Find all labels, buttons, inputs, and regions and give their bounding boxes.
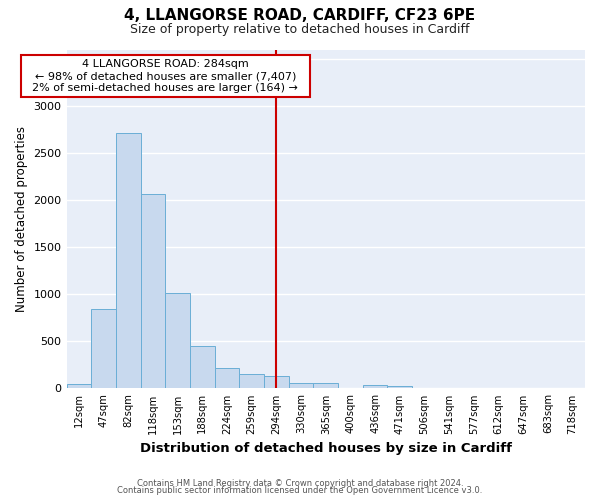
Text: 4, LLANGORSE ROAD, CARDIFF, CF23 6PE: 4, LLANGORSE ROAD, CARDIFF, CF23 6PE	[124, 8, 476, 22]
Bar	[264, 376, 289, 388]
Bar	[313, 384, 338, 388]
X-axis label: Distribution of detached houses by size in Cardiff: Distribution of detached houses by size …	[140, 442, 512, 455]
Bar	[165, 294, 190, 388]
Text: Contains public sector information licensed under the Open Government Licence v3: Contains public sector information licen…	[118, 486, 482, 495]
Bar	[140, 194, 165, 388]
Bar	[91, 308, 116, 388]
Bar	[215, 368, 239, 388]
Bar	[190, 346, 215, 389]
Bar	[289, 384, 313, 388]
Bar	[239, 374, 264, 388]
Bar	[116, 132, 140, 388]
Text: Contains HM Land Registry data © Crown copyright and database right 2024.: Contains HM Land Registry data © Crown c…	[137, 478, 463, 488]
Bar	[67, 384, 91, 388]
Bar	[388, 386, 412, 388]
Text: Size of property relative to detached houses in Cardiff: Size of property relative to detached ho…	[130, 22, 470, 36]
Text: 4 LLANGORSE ROAD: 284sqm  
  ← 98% of detached houses are smaller (7,407)  
  2%: 4 LLANGORSE ROAD: 284sqm ← 98% of detach…	[25, 60, 305, 92]
Bar	[363, 385, 388, 388]
Y-axis label: Number of detached properties: Number of detached properties	[15, 126, 28, 312]
